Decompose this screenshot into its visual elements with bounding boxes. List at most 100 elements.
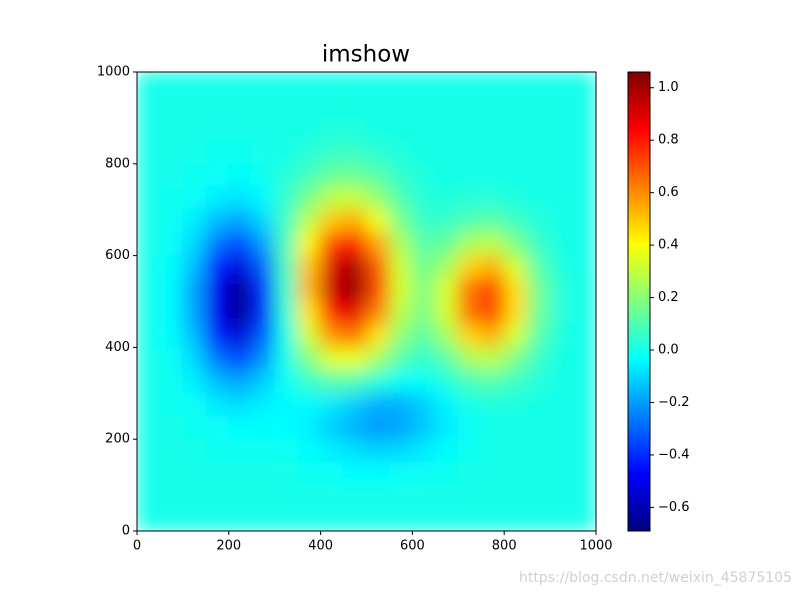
- heatmap-cell: [182, 301, 207, 325]
- heatmap-cell: [549, 209, 574, 234]
- heatmap-cell: [274, 117, 299, 142]
- heatmap-cell: [297, 507, 322, 531]
- heatmap-cell: [343, 278, 367, 302]
- heatmap-cell: [549, 255, 574, 280]
- heatmap-cell: [503, 94, 528, 119]
- heatmap-cell: [457, 140, 482, 165]
- heatmap-cell: [549, 507, 574, 531]
- colorbar-tick-label: 0.6: [658, 185, 679, 200]
- heatmap-cell: [274, 140, 299, 165]
- heatmap-cell: [526, 209, 551, 234]
- heatmap-cell: [297, 72, 322, 96]
- heatmap-cell: [572, 94, 596, 119]
- heatmap-cell: [343, 461, 367, 486]
- heatmap-cell: [320, 94, 345, 119]
- heatmap-cell: [297, 415, 322, 440]
- heatmap-cell: [526, 186, 551, 211]
- heatmap-cell: [366, 507, 390, 531]
- heatmap-cell: [182, 507, 207, 531]
- heatmap-cell: [411, 186, 436, 211]
- heatmap-cell: [549, 163, 574, 188]
- heatmap-cell: [274, 323, 299, 348]
- heatmap-cell: [274, 507, 299, 531]
- heatmap-cell: [274, 369, 299, 394]
- heatmap-cell: [274, 72, 299, 96]
- heatmap-cell: [411, 346, 436, 371]
- heatmap-cell: [137, 278, 161, 302]
- heatmap-cell: [526, 438, 551, 463]
- heatmap-cell: [503, 415, 528, 440]
- heatmap-cell: [572, 461, 596, 486]
- heatmap-cell: [137, 209, 161, 234]
- heatmap-cell: [366, 278, 390, 302]
- heatmap-cell: [480, 255, 505, 280]
- y-tick-label: 800: [105, 156, 130, 171]
- heatmap-cell: [388, 346, 413, 371]
- x-tick-label: 400: [308, 539, 333, 554]
- heatmap-cell: [480, 301, 505, 325]
- x-tick-label: 200: [216, 539, 241, 554]
- heatmap-cell: [159, 163, 184, 188]
- heatmap-cell: [137, 232, 161, 257]
- heatmap-cell: [320, 186, 345, 211]
- heatmap-cell: [457, 255, 482, 280]
- heatmap-cell: [503, 346, 528, 371]
- heatmap-cell: [251, 484, 276, 509]
- heatmap-cell: [434, 301, 459, 325]
- heatmap-cell: [457, 117, 482, 142]
- heatmap-cell: [366, 186, 390, 211]
- heatmap-cell: [228, 301, 253, 325]
- heatmap-cell: [182, 140, 207, 165]
- heatmap-cell: [274, 438, 299, 463]
- heatmap-cell: [182, 255, 207, 280]
- heatmap-cell: [457, 209, 482, 234]
- heatmap-cell: [320, 415, 345, 440]
- heatmap-cell: [503, 461, 528, 486]
- heatmap-cell: [549, 369, 574, 394]
- heatmap-cell: [572, 484, 596, 509]
- heatmap-cell: [572, 140, 596, 165]
- heatmap-cell: [549, 117, 574, 142]
- heatmap-cell: [137, 392, 161, 417]
- heatmap-cell: [343, 232, 367, 257]
- heatmap-cell: [205, 117, 230, 142]
- heatmap-cell: [503, 323, 528, 348]
- heatmap-cell: [251, 117, 276, 142]
- heatmap-cell: [366, 461, 390, 486]
- heatmap-cell: [366, 140, 390, 165]
- heatmap-cell: [411, 323, 436, 348]
- heatmap-cell: [205, 369, 230, 394]
- heatmap-cell: [274, 484, 299, 509]
- heatmap-cell: [182, 278, 207, 302]
- heatmap-cell: [572, 278, 596, 302]
- heatmap-cell: [434, 232, 459, 257]
- heatmap-cell: [549, 301, 574, 325]
- heatmap-cell: [228, 415, 253, 440]
- heatmap-cell: [411, 438, 436, 463]
- heatmap-cell: [503, 278, 528, 302]
- colorbar-tick-label: −0.4: [658, 447, 690, 462]
- heatmap-cell: [366, 232, 390, 257]
- heatmap-cell: [159, 209, 184, 234]
- heatmap-cell: [228, 255, 253, 280]
- heatmap-cell: [205, 461, 230, 486]
- heatmap-cell: [205, 301, 230, 325]
- heatmap-cell: [549, 72, 574, 96]
- heatmap-cell: [388, 72, 413, 96]
- heatmap-cell: [503, 72, 528, 96]
- heatmap-cell: [205, 323, 230, 348]
- heatmap-cell: [343, 392, 367, 417]
- heatmap-cell: [503, 232, 528, 257]
- heatmap-cell: [320, 484, 345, 509]
- heatmap-cell: [343, 94, 367, 119]
- heatmap-cell: [137, 140, 161, 165]
- heatmap-cell: [182, 415, 207, 440]
- heatmap-cell: [320, 438, 345, 463]
- heatmap-cell: [297, 301, 322, 325]
- heatmap-cell: [411, 255, 436, 280]
- heatmap-cell: [526, 163, 551, 188]
- heatmap-cell: [411, 392, 436, 417]
- heatmap-cell: [549, 278, 574, 302]
- heatmap-cell: [549, 484, 574, 509]
- y-tick-label: 0: [122, 524, 130, 539]
